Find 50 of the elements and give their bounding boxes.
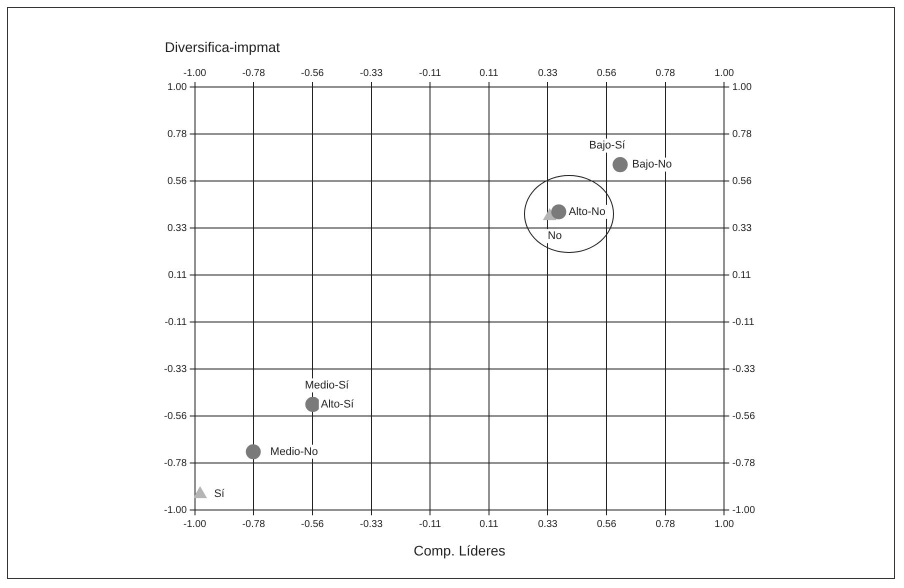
- x2-tick-label: -1.00: [183, 518, 207, 530]
- x2-tick-label: 0.78: [656, 518, 676, 530]
- y2-tick-label: 0.56: [732, 176, 752, 187]
- x-tick-label: -0.11: [419, 68, 442, 79]
- annotation: Medio-No: [270, 446, 318, 458]
- y2-tick-label: 1.00: [732, 82, 752, 93]
- y-tick-label: 0.33: [167, 222, 188, 234]
- annotation: No: [548, 230, 562, 242]
- x-tick-label: 1.00: [714, 68, 734, 79]
- y-tick-label: -0.78: [164, 458, 188, 469]
- y-tick-label: 1.00: [167, 82, 188, 93]
- y2-tick-label: -1.00: [732, 504, 756, 516]
- y-tick-label: -0.56: [164, 410, 188, 422]
- annotation: Alto-Sí: [320, 398, 355, 410]
- x-tick-label: 0.33: [538, 68, 558, 79]
- x2-tick-label: -0.11: [419, 518, 442, 530]
- annotation: Alto-No: [568, 206, 606, 218]
- y-tick-label: 0.11: [168, 270, 188, 281]
- y2-tick-label: -0.78: [732, 458, 756, 469]
- x2-tick-label: 0.56: [596, 518, 617, 530]
- y2-tick-label: 0.11: [732, 270, 752, 281]
- annotation: Sí: [214, 488, 226, 500]
- x-axis-title: Comp. Líderes: [414, 542, 506, 558]
- y2-tick-label: 0.78: [732, 128, 752, 140]
- x2-tick-label: -0.56: [301, 518, 324, 530]
- x-tick-label: 0.78: [656, 68, 676, 79]
- x2-tick-label: 0.11: [480, 518, 499, 530]
- y-tick-label: 0.56: [167, 176, 188, 187]
- annotation: Bajo-Sí: [589, 140, 626, 152]
- x-tick-label: 0.11: [480, 68, 499, 79]
- annotation: Bajo-No: [632, 158, 672, 171]
- y2-tick-label: -0.56: [732, 410, 756, 422]
- x-tick-label: -0.78: [242, 68, 266, 79]
- annotation: Medio-Sí: [304, 379, 350, 392]
- y2-tick-label: -0.33: [732, 364, 756, 375]
- y-tick-label: 0.78: [167, 128, 188, 140]
- y2-tick-label: -0.11: [732, 316, 755, 328]
- y-tick-label: -0.33: [164, 364, 188, 375]
- y2-tick-label: 0.33: [732, 222, 752, 234]
- x-tick-label: 0.56: [596, 68, 617, 79]
- x-tick-label: -0.33: [360, 68, 384, 79]
- y-tick-label: -1.00: [164, 504, 188, 516]
- x2-tick-label: -0.78: [242, 518, 266, 530]
- x2-tick-label: -0.33: [360, 518, 384, 530]
- x-tick-label: -1.00: [183, 68, 207, 79]
- x2-tick-label: 1.00: [714, 518, 734, 530]
- y-tick-label: -0.11: [164, 316, 188, 328]
- x2-tick-label: 0.33: [538, 518, 558, 530]
- x-tick-label: -0.56: [301, 68, 324, 79]
- y-axis-title: Diversifica-impmat: [164, 39, 280, 55]
